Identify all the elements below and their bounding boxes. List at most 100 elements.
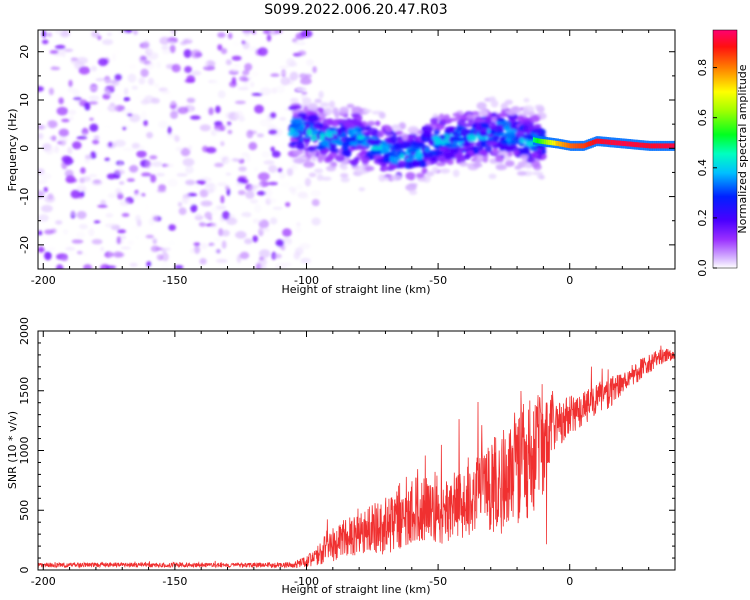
heatmap-cell bbox=[236, 230, 245, 239]
heatmap-cell bbox=[155, 172, 165, 177]
heatmap-cell bbox=[245, 154, 251, 163]
heatmap-cell bbox=[246, 129, 254, 139]
heatmap-cell bbox=[643, 142, 646, 148]
heatmap-cell bbox=[88, 174, 98, 178]
heatmap-cell bbox=[522, 105, 535, 113]
heatmap-cell bbox=[185, 179, 196, 186]
heatmap-cell bbox=[259, 249, 271, 259]
heatmap-cell bbox=[444, 143, 453, 148]
heatmap-cell bbox=[167, 41, 176, 45]
heatmap-cell bbox=[440, 134, 446, 140]
heatmap-cell bbox=[253, 83, 260, 90]
heatmap-cell bbox=[312, 124, 321, 129]
heatmap-cell bbox=[102, 124, 113, 129]
heatmap-cell bbox=[595, 138, 598, 144]
heatmap-cell bbox=[227, 139, 236, 145]
heatmap-cell bbox=[316, 107, 325, 113]
heatmap-cell bbox=[321, 176, 332, 181]
y-tick-label: -10 bbox=[18, 188, 31, 206]
heatmap-cell bbox=[573, 143, 576, 149]
heatmap-cell bbox=[381, 145, 387, 154]
heatmap-cell bbox=[161, 262, 169, 269]
heatmap-cell bbox=[147, 77, 155, 86]
heatmap-cell bbox=[119, 200, 130, 207]
heatmap-cell bbox=[569, 143, 572, 149]
heatmap-cell bbox=[266, 34, 272, 42]
spectrogram-plot-frame bbox=[37, 29, 676, 270]
heatmap-cell bbox=[650, 143, 653, 149]
heatmap-cell bbox=[347, 128, 353, 136]
heatmap-cell bbox=[159, 199, 171, 208]
heatmap-cell bbox=[234, 100, 246, 105]
heatmap-cell bbox=[391, 124, 401, 132]
heatmap-cell bbox=[344, 137, 357, 142]
heatmap-cell bbox=[141, 110, 147, 120]
heatmap-cell bbox=[375, 120, 381, 127]
heatmap-cell bbox=[328, 152, 338, 158]
heatmap-cell bbox=[457, 119, 466, 127]
heatmap-cell bbox=[252, 218, 263, 223]
y-tick-label: 1000 bbox=[18, 437, 31, 465]
heatmap-cell bbox=[147, 49, 157, 54]
heatmap-cell bbox=[323, 157, 333, 164]
heatmap-cell bbox=[580, 143, 583, 149]
heatmap-cell bbox=[641, 142, 644, 148]
heatmap-cell bbox=[164, 163, 174, 168]
heatmap-cell bbox=[523, 146, 530, 151]
heatmap-cell bbox=[47, 193, 54, 200]
heatmap-cell bbox=[97, 204, 108, 208]
heatmap-cell bbox=[106, 252, 115, 257]
heatmap-cell bbox=[176, 173, 188, 177]
heatmap-cell bbox=[295, 183, 304, 191]
heatmap-cell bbox=[261, 151, 271, 158]
heatmap-cell bbox=[507, 151, 513, 157]
heatmap-cell bbox=[480, 141, 486, 148]
heatmap-cell bbox=[186, 197, 197, 206]
heatmap-cell bbox=[619, 140, 622, 146]
heatmap-cell bbox=[382, 166, 389, 171]
x-tick-label: -150 bbox=[162, 274, 187, 287]
heatmap-cell bbox=[186, 75, 196, 83]
heatmap-cell bbox=[127, 73, 137, 83]
heatmap-cell bbox=[185, 165, 194, 174]
heatmap-cell bbox=[584, 142, 587, 148]
heatmap-cell bbox=[612, 140, 615, 145]
heatmap-cell bbox=[44, 146, 54, 155]
heatmap-cell bbox=[490, 121, 497, 129]
heatmap-cell bbox=[187, 36, 193, 41]
heatmap-cell bbox=[492, 147, 498, 155]
heatmap-cell bbox=[510, 106, 522, 114]
heatmap-cell bbox=[100, 246, 105, 252]
heatmap-cell bbox=[506, 145, 518, 150]
heatmap-cell bbox=[170, 110, 178, 120]
heatmap-cell bbox=[118, 161, 123, 168]
heatmap-cell bbox=[48, 87, 55, 96]
heatmap-cell bbox=[49, 136, 56, 140]
figure-title: S099.2022.006.20.47.R03 bbox=[264, 2, 447, 18]
heatmap-cell bbox=[432, 137, 442, 145]
heatmap-cell bbox=[123, 154, 134, 159]
heatmap-cell bbox=[351, 113, 361, 118]
heatmap-cell bbox=[278, 172, 286, 179]
heatmap-cell bbox=[599, 138, 602, 144]
heatmap-cell bbox=[256, 190, 267, 196]
heatmap-cell bbox=[114, 73, 123, 81]
heatmap-cell bbox=[231, 55, 242, 61]
heatmap-cell bbox=[237, 86, 250, 91]
heatmap-cell bbox=[128, 63, 137, 70]
heatmap-cell bbox=[308, 172, 317, 178]
heatmap-cell bbox=[289, 71, 299, 81]
heatmap-cell bbox=[225, 59, 232, 66]
heatmap-cell bbox=[625, 141, 628, 147]
heatmap-cell bbox=[92, 139, 100, 145]
heatmap-cell bbox=[208, 107, 214, 116]
heatmap-cell bbox=[56, 106, 68, 116]
colorbar-tick-label: 0.8 bbox=[696, 59, 709, 77]
heatmap-cell bbox=[162, 156, 171, 160]
heatmap-cell bbox=[593, 139, 596, 145]
heatmap-cell bbox=[245, 116, 257, 121]
heatmap-cell bbox=[665, 143, 668, 149]
heatmap-cell bbox=[44, 251, 52, 261]
heatmap-cell bbox=[166, 233, 172, 239]
